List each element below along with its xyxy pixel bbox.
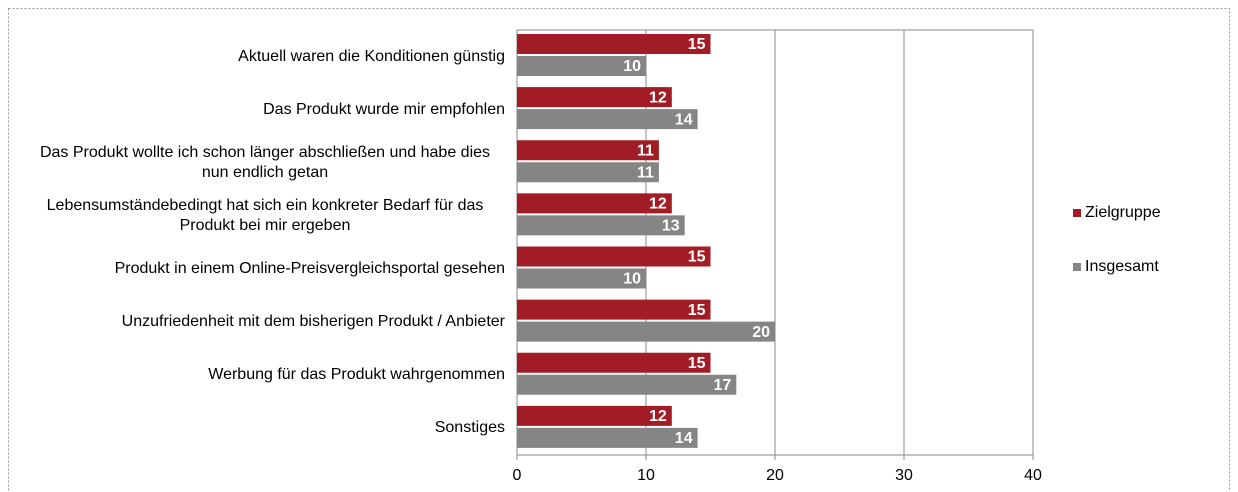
x-tick-label: 30 <box>895 467 913 484</box>
category-label-box: Sonstiges <box>5 402 505 455</box>
data-label: 15 <box>688 36 706 53</box>
y-tick-label: Produkt in einem Online-Preisvergleichsp… <box>114 260 505 277</box>
category-label-box: Das Produkt wollte ich schon länger absc… <box>5 136 505 189</box>
category-label-box: Aktuell waren die Konditionen günstig <box>5 30 505 83</box>
data-label: 14 <box>675 111 693 128</box>
y-tick-label: Unzufriedenheit mit dem bisherigen Produ… <box>121 313 505 331</box>
x-tick-label: 40 <box>1024 467 1042 484</box>
category-label-box: Produkt in einem Online-Preisvergleichsp… <box>5 243 505 296</box>
y-tick-label: Das Produkt wollte ich schon länger absc… <box>39 143 491 181</box>
bar <box>517 87 672 108</box>
legend-label: Zielgruppe <box>1085 204 1161 221</box>
legend-swatch <box>1073 263 1081 271</box>
bar <box>517 299 711 320</box>
bar <box>517 34 711 54</box>
category-label-box: Das Produkt wurde mir empfohlen <box>5 83 505 136</box>
bar <box>517 268 646 289</box>
bar <box>517 374 737 395</box>
data-label: 15 <box>688 302 706 319</box>
data-label: 11 <box>637 142 654 159</box>
y-tick-label: Lebensumständebedingt hat sich ein konkr… <box>46 196 484 234</box>
data-label: 13 <box>662 218 680 235</box>
category-label-box: Lebensumständebedingt hat sich ein konkr… <box>5 189 505 242</box>
data-label: 10 <box>623 271 641 288</box>
data-label: 15 <box>688 249 706 266</box>
data-label: 12 <box>649 89 667 106</box>
bar <box>517 162 659 183</box>
legend-label: Insgesamt <box>1085 258 1159 275</box>
bar <box>517 193 672 214</box>
bar <box>517 109 698 130</box>
bar <box>517 321 775 342</box>
x-tick-label: 10 <box>637 467 655 484</box>
category-label-box: Werbung für das Produkt wahrgenommen <box>5 349 505 402</box>
data-label: 11 <box>637 164 654 181</box>
bar <box>517 56 646 76</box>
data-label: 15 <box>688 355 706 372</box>
category-label-box: Unzufriedenheit mit dem bisherigen Produ… <box>5 296 505 349</box>
data-label: 17 <box>714 377 732 394</box>
data-label: 20 <box>752 324 770 341</box>
y-tick-label: Das Produkt wurde mir empfohlen <box>263 100 505 118</box>
data-label: 10 <box>623 58 641 75</box>
legend-swatch <box>1073 209 1081 217</box>
bar <box>517 215 685 236</box>
bar <box>517 352 711 373</box>
y-tick-label: Werbung für das Produkt wahrgenommen <box>208 366 505 384</box>
data-label: 12 <box>649 196 667 213</box>
x-tick-label: 0 <box>513 467 522 484</box>
data-label: 14 <box>675 430 693 447</box>
border <box>8 8 1230 492</box>
y-tick-label: Aktuell waren die Konditionen günstig <box>238 47 505 65</box>
data-label: 12 <box>649 408 667 425</box>
bar <box>517 246 711 267</box>
y-tick-label: Sonstiges <box>434 419 505 437</box>
bar <box>517 427 698 448</box>
bar <box>517 140 659 161</box>
bar <box>517 405 672 426</box>
x-tick-label: 20 <box>766 467 784 484</box>
